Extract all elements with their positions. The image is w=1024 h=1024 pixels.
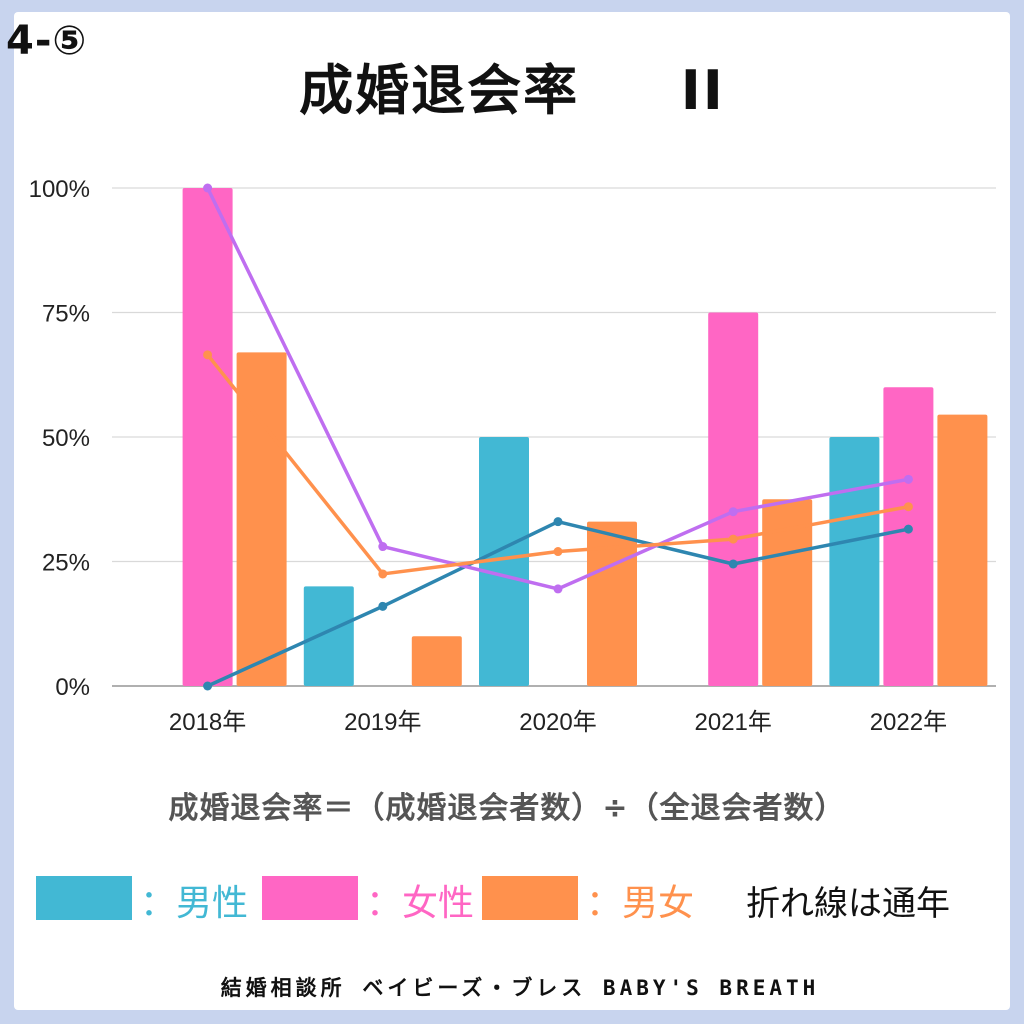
legend-swatch-female: [262, 876, 358, 920]
bar-both: [587, 521, 637, 686]
legend-swatch-both: [482, 876, 578, 920]
bar-both: [762, 499, 813, 686]
line-point-both: [728, 534, 738, 544]
bar-female: [883, 387, 934, 686]
x-tick-label: 2020年: [519, 709, 596, 736]
x-tick-label: 2021年: [695, 709, 772, 736]
line-point-both: [903, 502, 913, 512]
line-point-female: [378, 542, 388, 552]
line-point-male: [728, 559, 738, 569]
bar-female: [182, 188, 233, 686]
legend-note: 折れ線は通年: [746, 884, 950, 924]
line-point-male: [203, 681, 213, 691]
chart-title-suffix: II: [680, 59, 725, 122]
line-point-female: [553, 584, 563, 594]
line-point-both: [378, 569, 388, 579]
y-tick-label: 75%: [42, 301, 90, 328]
legend-label-female: ：女性: [366, 883, 475, 924]
x-tick-label: 2019年: [344, 709, 421, 736]
line-point-female: [728, 507, 738, 517]
x-tick-label: 2022年: [870, 709, 947, 736]
y-tick-label: 25%: [42, 550, 90, 577]
bar-male: [479, 437, 529, 686]
y-tick-label: 100%: [29, 176, 90, 203]
legend-label-both: ：男女: [586, 883, 695, 924]
legend-label-male: ：男性: [140, 883, 249, 924]
line-point-both: [203, 350, 213, 360]
formula-text: 成婚退会率＝（成婚退会者数）÷（全退会者数）: [168, 791, 846, 826]
y-tick-label: 50%: [42, 425, 90, 452]
line-point-female: [203, 183, 213, 193]
line-point-male: [553, 517, 563, 527]
legend-swatch-male: [36, 876, 132, 920]
chart-plot: 0% 25% 50% 75% 100% 2018年 2019年 2020年 2021年 2022年: [29, 176, 996, 736]
line-point-both: [553, 547, 563, 557]
bar-male: [303, 586, 354, 686]
y-tick-label: 0%: [55, 674, 90, 701]
section-number: 4-⑤: [6, 18, 88, 64]
line-point-female: [903, 474, 913, 484]
x-tick-label: 2018年: [169, 709, 246, 736]
footer-brand: 結婚相談所 ベイビーズ・ブレス BABY'S BREATH: [220, 976, 820, 1000]
bar-female: [708, 312, 759, 686]
bar-male: [829, 437, 880, 686]
bar-both: [937, 414, 988, 686]
line-point-male: [903, 524, 913, 534]
chart-title-main: 成婚退会率: [299, 59, 580, 122]
chart-title: 成婚退会率 II: [0, 46, 1024, 125]
bar-both: [411, 636, 462, 686]
line-point-male: [378, 601, 388, 611]
